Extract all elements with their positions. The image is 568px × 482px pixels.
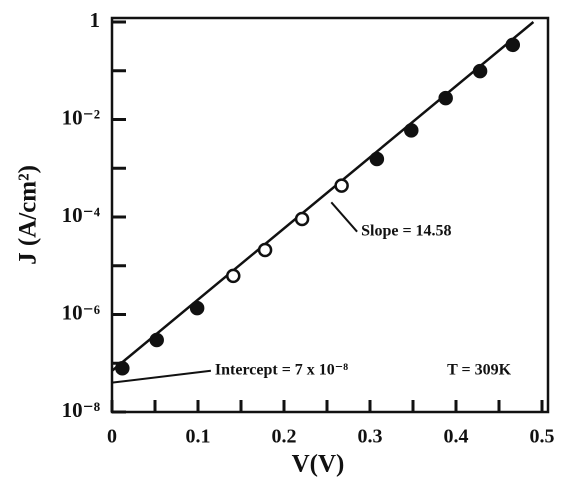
y-axis-label: J (A/cm²) — [15, 165, 42, 265]
data-point — [227, 270, 239, 282]
data-point — [151, 334, 163, 346]
x-tick-label: 0.1 — [186, 426, 211, 448]
data-point — [371, 153, 383, 165]
data-point — [296, 213, 308, 225]
data-point — [440, 92, 452, 104]
data-point — [507, 39, 519, 51]
y-tick-label: 10⁻² — [62, 105, 100, 129]
y-tick-label: 10⁻⁶ — [62, 300, 100, 324]
x-tick-label: 0.2 — [272, 426, 297, 448]
annotation: Slope = 14.58 — [361, 222, 451, 239]
x-tick-label: 0 — [107, 426, 117, 448]
data-point — [191, 302, 203, 314]
data-point — [405, 124, 417, 136]
data-point — [259, 244, 271, 256]
data-point — [336, 180, 348, 192]
fit-line — [112, 22, 533, 371]
data-point — [474, 65, 486, 77]
annotation: T = 309K — [447, 361, 512, 378]
y-tick-label: 10⁻⁸ — [62, 398, 100, 422]
annotation-leader — [331, 202, 357, 231]
x-tick-label: 0.4 — [444, 426, 469, 448]
y-tick-label: 10⁻⁴ — [62, 203, 101, 227]
x-tick-label: 0.3 — [358, 426, 383, 448]
x-tick-label: 0.5 — [530, 426, 555, 448]
y-tick-label: 1 — [90, 8, 101, 32]
annotation: Intercept = 7 x 10⁻⁸ — [215, 361, 348, 378]
x-axis-label: V(V) — [292, 451, 345, 478]
chart: V(V) J (A/cm²) 0 0.1 0.2 0.3 0.4 0.5 10⁻⁸ 10⁻⁶ 1… — [0, 0, 568, 482]
data-point — [116, 362, 128, 374]
